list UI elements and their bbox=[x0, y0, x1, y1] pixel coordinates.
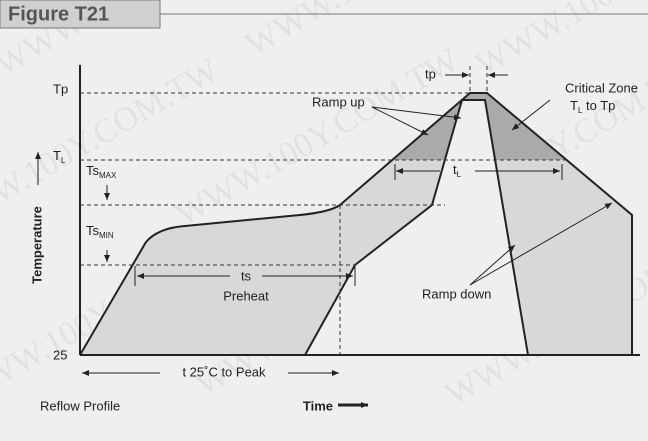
ts-min: TsMIN bbox=[86, 223, 114, 240]
base-level: 25 bbox=[53, 347, 67, 362]
header-title: Figure T21 bbox=[8, 3, 109, 25]
tp-time: tp bbox=[425, 66, 436, 81]
sub: MIN bbox=[99, 231, 114, 240]
x-axis-label: Time bbox=[303, 398, 333, 413]
arrow bbox=[511, 99, 551, 131]
main: T bbox=[570, 98, 578, 113]
ramp-down: Ramp down bbox=[422, 286, 491, 301]
y-axis-label: Temperature bbox=[29, 206, 44, 284]
arrow bbox=[371, 106, 429, 136]
ts-max: TsMAX bbox=[86, 163, 117, 180]
tl-time: tL bbox=[453, 162, 462, 179]
tl-level: TL bbox=[53, 148, 66, 165]
main: t bbox=[453, 162, 457, 177]
header-tab bbox=[0, 0, 161, 29]
sub: L bbox=[61, 156, 66, 165]
critical-zone-label: Critical Zone bbox=[565, 80, 638, 95]
main: T bbox=[53, 148, 61, 163]
arrow bbox=[469, 244, 516, 286]
sub: L bbox=[457, 170, 462, 179]
sub: L bbox=[578, 106, 583, 115]
main: Ts bbox=[86, 223, 100, 238]
rest: to Tp bbox=[582, 98, 615, 113]
main: Ts bbox=[86, 163, 100, 178]
tp-level: Tp bbox=[53, 81, 68, 96]
preheat: Preheat bbox=[223, 288, 269, 303]
total-time: t 25˚C to Peak bbox=[182, 364, 266, 379]
ts-time: ts bbox=[241, 268, 252, 283]
arrow bbox=[469, 202, 613, 286]
sub: MAX bbox=[99, 171, 117, 180]
caption: Reflow Profile bbox=[40, 398, 120, 413]
arrow bbox=[371, 106, 462, 121]
ramp-up: Ramp up bbox=[312, 94, 365, 109]
inner-profile bbox=[303, 99, 530, 356]
critical-zone-range: TL to Tp bbox=[570, 98, 615, 115]
